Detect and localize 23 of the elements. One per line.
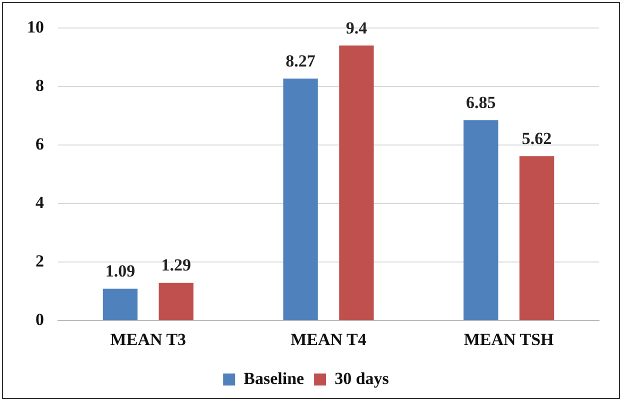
bar	[102, 288, 138, 320]
y-tick-label: 10	[27, 17, 44, 36]
data-label: 9.4	[346, 18, 368, 38]
legend-label: Baseline	[244, 368, 305, 388]
bar	[339, 46, 374, 320]
data-label: 6.85	[466, 93, 496, 112]
x-tick-label: MEAN T3	[110, 330, 186, 350]
y-tick-label: 2	[36, 251, 44, 270]
data-label: 1.09	[105, 262, 136, 281]
data-label: 8.27	[286, 52, 316, 71]
y-tick-label: 0	[36, 310, 44, 329]
bar	[519, 156, 554, 320]
y-tick-label: 8	[36, 76, 44, 95]
bar	[464, 120, 498, 320]
x-tick-label: MEAN T4	[290, 330, 367, 350]
legend-label: 30 days	[334, 368, 390, 388]
data-label: 1.29	[161, 256, 191, 275]
bar	[158, 282, 194, 320]
bar	[283, 78, 318, 320]
y-tick-label: 4	[36, 192, 44, 212]
data-label: 5.62	[522, 129, 552, 148]
y-tick-label: 6	[36, 134, 44, 154]
x-tick-label: MEAN TSH	[464, 330, 554, 350]
